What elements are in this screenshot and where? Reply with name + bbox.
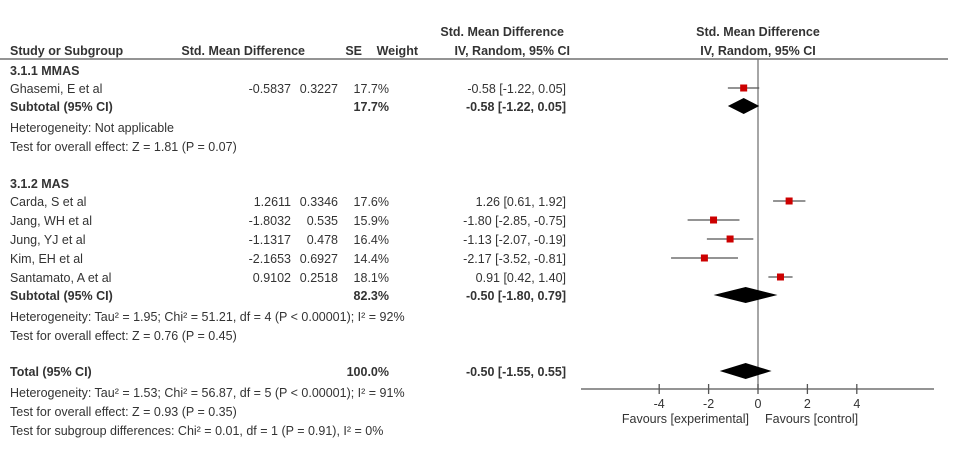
study-smd: 0.9102 xyxy=(253,271,291,285)
subgroup-test-text: Test for subgroup differences: Chi² = 0.… xyxy=(10,424,383,438)
study-name: Jung, YJ et al xyxy=(10,233,86,247)
header-study: Study or Subgroup xyxy=(10,44,124,58)
subtotal-weight: 100.0% xyxy=(347,365,389,379)
favours-experimental-label: Favours [experimental] xyxy=(622,412,749,426)
study-ci: -0.58 [-1.22, 0.05] xyxy=(467,82,566,96)
subtotal-label: Subtotal (95% CI) xyxy=(10,289,113,303)
subtotal-weight: 17.7% xyxy=(354,100,389,114)
study-ci: 1.26 [0.61, 1.92] xyxy=(476,195,566,209)
point-estimate-marker xyxy=(700,254,708,262)
study-se: 0.6927 xyxy=(300,252,338,266)
group-label: 3.1.1 MMAS xyxy=(10,64,79,78)
point-estimate-marker xyxy=(710,216,718,224)
header-ci-line1: Std. Mean Difference xyxy=(440,25,564,39)
study-weight: 16.4% xyxy=(354,233,389,247)
study-smd: -1.1317 xyxy=(249,233,291,247)
header-weight: Weight xyxy=(377,44,419,58)
study-smd: -0.5837 xyxy=(249,82,291,96)
subtotal-weight: 82.3% xyxy=(354,289,389,303)
point-estimate-marker xyxy=(726,235,734,243)
point-estimate-marker xyxy=(776,273,784,281)
heterogeneity-text: Heterogeneity: Tau² = 1.53; Chi² = 56.87… xyxy=(10,386,405,400)
x-tick-label: -2 xyxy=(703,397,714,411)
study-se: 0.478 xyxy=(307,233,338,247)
study-weight: 17.7% xyxy=(354,82,389,96)
point-estimate-marker xyxy=(785,197,793,205)
header-smd: Std. Mean Difference xyxy=(181,44,305,58)
study-ci: -2.17 [-3.52, -0.81] xyxy=(463,252,566,266)
subtotal-ci: -0.50 [-1.80, 0.79] xyxy=(466,289,566,303)
study-ci: -1.13 [-2.07, -0.19] xyxy=(463,233,566,247)
x-tick-label: 0 xyxy=(755,397,762,411)
point-estimate-marker xyxy=(740,84,748,92)
overall-effect-text: Test for overall effect: Z = 0.76 (P = 0… xyxy=(10,329,237,343)
study-smd: -2.1653 xyxy=(249,252,291,266)
study-smd: 1.2611 xyxy=(254,195,291,209)
heterogeneity-text: Heterogeneity: Tau² = 1.95; Chi² = 51.21… xyxy=(10,310,405,324)
subtotal-ci: -0.58 [-1.22, 0.05] xyxy=(466,100,566,114)
x-tick-label: 4 xyxy=(853,397,860,411)
favours-control-label: Favours [control] xyxy=(765,412,858,426)
summary-diamond xyxy=(719,363,772,379)
x-tick-label: 2 xyxy=(804,397,811,411)
header-se: SE xyxy=(345,44,362,58)
header-ci-line2: IV, Random, 95% CI xyxy=(454,44,570,58)
overall-effect-text: Test for overall effect: Z = 0.93 (P = 0… xyxy=(10,405,237,419)
plot-header-line1: Std. Mean Difference xyxy=(696,25,820,39)
study-smd: -1.8032 xyxy=(249,214,291,228)
group-label: 3.1.2 MAS xyxy=(10,177,69,191)
subtotal-ci: -0.50 [-1.55, 0.55] xyxy=(466,365,566,379)
study-ci: -1.80 [-2.85, -0.75] xyxy=(463,214,566,228)
x-tick-label: -4 xyxy=(654,397,665,411)
study-name: Santamato, A et al xyxy=(10,271,111,285)
study-name: Jang, WH et al xyxy=(10,214,92,228)
summary-diamond xyxy=(713,287,778,303)
heterogeneity-text: Heterogeneity: Not applicable xyxy=(10,121,174,135)
subtotal-label: Subtotal (95% CI) xyxy=(10,100,113,114)
study-weight: 17.6% xyxy=(354,195,389,209)
subtotal-label: Total (95% CI) xyxy=(10,365,92,379)
study-se: 0.3227 xyxy=(300,82,338,96)
study-weight: 14.4% xyxy=(354,252,389,266)
study-weight: 18.1% xyxy=(354,271,389,285)
study-name: Kim, EH et al xyxy=(10,252,83,266)
plot-header-line2: IV, Random, 95% CI xyxy=(700,44,816,58)
study-ci: 0.91 [0.42, 1.40] xyxy=(476,271,566,285)
study-se: 0.2518 xyxy=(300,271,338,285)
summary-diamond xyxy=(727,98,760,114)
study-name: Carda, S et al xyxy=(10,195,86,209)
study-se: 0.3346 xyxy=(300,195,338,209)
study-weight: 15.9% xyxy=(354,214,389,228)
study-se: 0.535 xyxy=(307,214,338,228)
study-name: Ghasemi, E et al xyxy=(10,82,102,96)
overall-effect-text: Test for overall effect: Z = 1.81 (P = 0… xyxy=(10,140,237,154)
